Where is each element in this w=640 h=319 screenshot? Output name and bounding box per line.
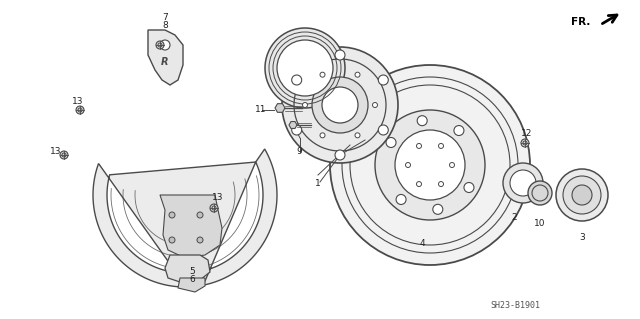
Polygon shape xyxy=(178,278,205,292)
Circle shape xyxy=(282,47,398,163)
Circle shape xyxy=(396,195,406,204)
Text: 11: 11 xyxy=(255,105,267,114)
Circle shape xyxy=(355,133,360,138)
Circle shape xyxy=(372,102,378,108)
Text: 4: 4 xyxy=(419,240,425,249)
Circle shape xyxy=(454,126,464,136)
Polygon shape xyxy=(275,104,285,112)
Circle shape xyxy=(378,125,388,135)
Text: 8: 8 xyxy=(162,20,168,29)
Text: 3: 3 xyxy=(579,234,585,242)
Text: R: R xyxy=(161,57,169,67)
Circle shape xyxy=(197,237,203,243)
Circle shape xyxy=(449,162,454,167)
Circle shape xyxy=(169,237,175,243)
Circle shape xyxy=(510,170,536,196)
Text: 13: 13 xyxy=(51,147,61,157)
Circle shape xyxy=(312,77,368,133)
Circle shape xyxy=(76,106,84,114)
Polygon shape xyxy=(289,122,297,129)
Polygon shape xyxy=(160,195,222,258)
Circle shape xyxy=(160,40,170,50)
Text: 12: 12 xyxy=(522,129,532,137)
Text: 2: 2 xyxy=(511,213,517,222)
Circle shape xyxy=(375,110,485,220)
Text: 7: 7 xyxy=(162,12,168,21)
Circle shape xyxy=(464,182,474,192)
Text: 13: 13 xyxy=(212,192,224,202)
Circle shape xyxy=(197,212,203,218)
Text: SH23-B1901: SH23-B1901 xyxy=(490,300,540,309)
Circle shape xyxy=(169,212,175,218)
Circle shape xyxy=(355,72,360,77)
Circle shape xyxy=(210,204,218,212)
Text: 10: 10 xyxy=(534,219,546,228)
Circle shape xyxy=(322,87,358,123)
Circle shape xyxy=(433,204,443,214)
Polygon shape xyxy=(165,255,210,282)
Circle shape xyxy=(572,185,592,205)
Circle shape xyxy=(335,50,345,60)
Polygon shape xyxy=(148,30,183,85)
Circle shape xyxy=(563,176,601,214)
Circle shape xyxy=(438,144,444,148)
Circle shape xyxy=(277,40,333,96)
Circle shape xyxy=(386,137,396,147)
Circle shape xyxy=(320,133,325,138)
Circle shape xyxy=(438,182,444,187)
Text: FR.: FR. xyxy=(571,17,590,27)
Circle shape xyxy=(378,75,388,85)
Text: 13: 13 xyxy=(72,98,84,107)
Circle shape xyxy=(330,65,530,265)
Circle shape xyxy=(503,163,543,203)
Circle shape xyxy=(303,102,307,108)
Text: 9: 9 xyxy=(296,146,302,155)
Circle shape xyxy=(528,181,552,205)
Text: 1: 1 xyxy=(315,179,321,188)
Circle shape xyxy=(556,169,608,221)
Circle shape xyxy=(292,125,301,135)
Circle shape xyxy=(265,28,345,108)
Polygon shape xyxy=(93,149,277,287)
Circle shape xyxy=(521,139,529,147)
Circle shape xyxy=(60,151,68,159)
Circle shape xyxy=(417,182,422,187)
Circle shape xyxy=(406,162,410,167)
Text: 5: 5 xyxy=(189,266,195,276)
Circle shape xyxy=(335,150,345,160)
Circle shape xyxy=(292,75,301,85)
Text: 6: 6 xyxy=(189,276,195,285)
Circle shape xyxy=(417,144,422,148)
Circle shape xyxy=(156,41,164,49)
Circle shape xyxy=(395,130,465,200)
Circle shape xyxy=(417,116,427,126)
Circle shape xyxy=(320,72,325,77)
